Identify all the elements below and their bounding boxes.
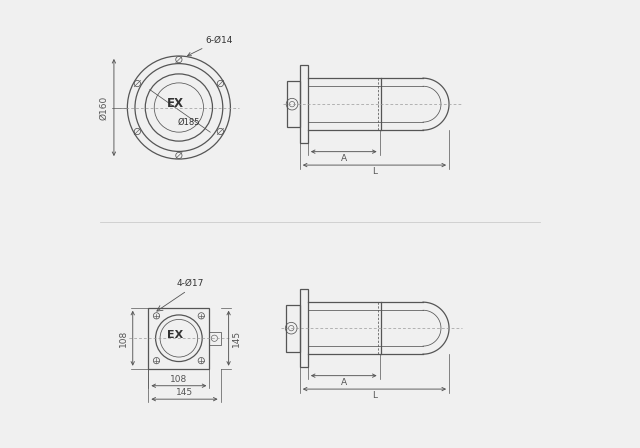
Text: 108: 108 [170,375,188,383]
Text: 145: 145 [176,388,193,397]
Text: EX: EX [167,96,184,110]
Text: A: A [340,154,347,163]
Bar [287,82,300,127]
Bar [300,65,308,143]
Bar [148,308,209,369]
Bar [209,332,221,345]
Text: Ø185: Ø185 [177,117,200,126]
Text: 4-Ø17: 4-Ø17 [177,279,204,288]
Text: 145: 145 [232,330,241,347]
Text: 108: 108 [119,330,128,347]
Text: EX: EX [167,330,184,340]
Text: L: L [372,167,377,177]
Bar [285,305,300,352]
Text: A: A [340,378,347,387]
Text: L: L [372,391,377,401]
Text: 6-Ø14: 6-Ø14 [188,35,233,56]
Text: Ø160: Ø160 [100,95,109,120]
Bar [300,289,308,367]
